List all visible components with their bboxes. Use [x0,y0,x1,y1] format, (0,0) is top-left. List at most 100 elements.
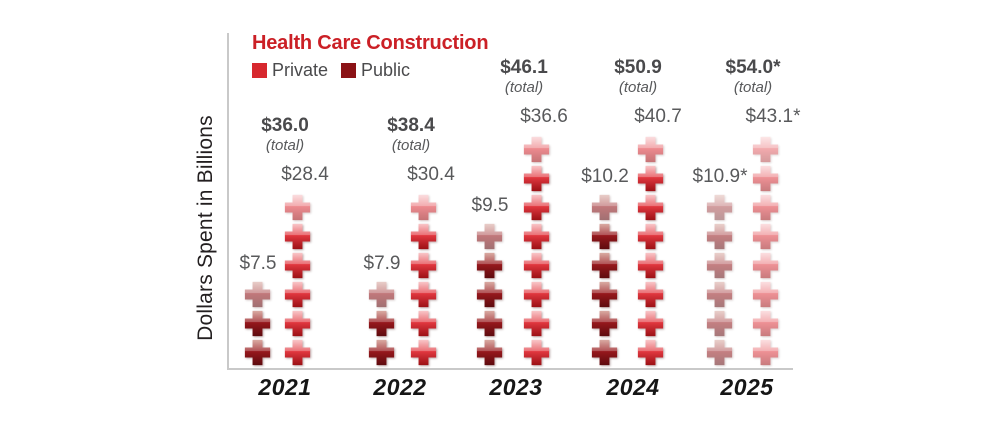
private-cross-icon [752,339,778,366]
private-cross-icon [752,136,778,163]
chart-title: Health Care Construction [252,32,489,54]
private-cross-icon [523,310,549,337]
private-value-label-2023: $36.6 [520,106,568,127]
total-sub-label-2025: (total) [733,79,773,96]
private-cross-icon [637,223,663,250]
private-cross-icon [410,310,436,337]
private-cross-icon [752,281,778,308]
public-cross-icon [476,252,502,279]
private-cross-icon [284,223,310,250]
public-cross-icon [591,223,617,250]
total-label-2023: $46.1 [500,57,548,78]
private-bar-2025 [752,136,779,366]
private-legend-swatch-icon [252,63,267,78]
public-value-label-2023: $9.5 [471,195,509,216]
private-cross-icon [284,310,310,337]
private-value-label-2025: $43.1* [745,106,801,127]
private-bar-2023 [523,136,550,366]
private-cross-icon [410,194,436,221]
public-cross-icon [706,339,732,366]
public-bar-2025 [706,194,733,366]
private-value-label-2021: $28.4 [281,164,329,185]
public-cross-icon [244,310,270,337]
private-cross-icon [637,310,663,337]
private-cross-icon [637,339,663,366]
private-cross-icon [410,252,436,279]
private-cross-icon [410,281,436,308]
legend-private-label: Private [272,60,329,80]
private-cross-icon [284,281,310,308]
private-cross-icon [637,252,663,279]
year-label-2024: 2024 [606,374,660,400]
private-bar-2021 [284,194,311,366]
public-cross-icon [706,194,732,221]
public-cross-icon [706,310,732,337]
total-label-2025: $54.0* [725,57,781,78]
private-cross-icon [752,252,778,279]
public-cross-icon [244,281,270,308]
public-bar-2024 [591,194,618,366]
private-cross-icon [523,165,549,192]
private-cross-icon [284,252,310,279]
private-cross-icon [523,281,549,308]
private-cross-icon [637,194,663,221]
public-legend-swatch-icon [341,63,357,78]
private-cross-icon [284,339,310,366]
legend: Private Public [252,60,410,81]
legend-public-label: Public [361,60,411,80]
y-axis-line [227,33,229,370]
public-value-label-2024: $10.2 [581,166,629,187]
public-bar-2021 [244,281,271,366]
private-cross-icon [752,194,778,221]
private-cross-icon [284,194,310,221]
private-cross-icon [637,165,663,192]
private-cross-icon [637,136,663,163]
year-label-2023: 2023 [489,374,543,400]
private-bar-2024 [637,136,664,366]
public-cross-icon [706,223,732,250]
total-label-2021: $36.0 [261,115,309,136]
private-cross-icon [523,339,549,366]
total-sub-label-2022: (total) [391,137,431,154]
public-value-label-2021: $7.5 [239,253,277,274]
total-label-2022: $38.4 [387,115,435,136]
private-cross-icon [637,281,663,308]
total-sub-label-2023: (total) [504,79,544,96]
public-value-label-2022: $7.9 [363,253,401,274]
public-cross-icon [706,252,732,279]
private-cross-icon [752,310,778,337]
private-value-label-2022: $30.4 [407,164,455,185]
public-bar-2022 [368,281,395,366]
x-axis-line [227,368,793,370]
private-cross-icon [410,339,436,366]
private-cross-icon [523,194,549,221]
private-cross-icon [410,223,436,250]
public-cross-icon [368,339,394,366]
public-cross-icon [476,339,502,366]
private-cross-icon [523,136,549,163]
public-cross-icon [706,281,732,308]
private-cross-icon [523,252,549,279]
public-cross-icon [591,194,617,221]
public-cross-icon [476,281,502,308]
total-sub-label-2024: (total) [618,79,658,96]
public-value-label-2025: $10.9* [692,166,748,187]
public-bar-2023 [476,223,503,366]
private-cross-icon [523,223,549,250]
public-cross-icon [591,310,617,337]
total-label-2024: $50.9 [614,57,662,78]
public-cross-icon [476,310,502,337]
private-cross-icon [752,165,778,192]
public-cross-icon [591,281,617,308]
public-cross-icon [591,339,617,366]
year-label-2025: 2025 [720,374,774,400]
public-cross-icon [368,281,394,308]
y-axis-label: Dollars Spent in Billions [194,115,217,341]
year-label-2021: 2021 [258,374,312,400]
year-label-2022: 2022 [373,374,427,400]
public-cross-icon [476,223,502,250]
public-cross-icon [244,339,270,366]
public-cross-icon [591,252,617,279]
private-bar-2022 [410,194,437,366]
